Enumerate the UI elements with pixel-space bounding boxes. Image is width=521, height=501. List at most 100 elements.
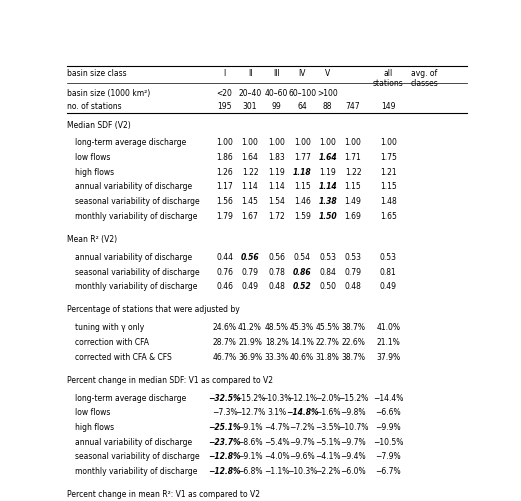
Text: −8.6%: −8.6% [237,437,263,446]
Text: 1.22: 1.22 [345,167,362,176]
Text: correction with CFA: correction with CFA [75,337,149,346]
Text: 0.56: 0.56 [241,253,259,262]
Text: −32.5%: −32.5% [208,393,241,402]
Text: 41.2%: 41.2% [238,323,262,332]
Text: −7.2%: −7.2% [289,422,315,431]
Text: avg. of: avg. of [412,69,438,78]
Text: monthly variability of discharge: monthly variability of discharge [75,282,197,291]
Text: −23.7%: −23.7% [208,437,241,446]
Text: 64: 64 [297,102,307,111]
Text: −14.8%: −14.8% [286,407,318,416]
Text: 1.79: 1.79 [216,211,233,220]
Text: 195: 195 [217,102,232,111]
Text: 31.8%: 31.8% [316,352,340,361]
Text: 747: 747 [346,102,361,111]
Text: −3.5%: −3.5% [315,422,340,431]
Text: 20–40: 20–40 [239,89,262,98]
Text: 40.6%: 40.6% [290,352,314,361]
Text: 1.77: 1.77 [294,153,311,162]
Text: −6.8%: −6.8% [237,466,263,475]
Text: 1.56: 1.56 [216,197,233,206]
Text: IV: IV [299,69,306,78]
Text: low flows: low flows [75,407,110,416]
Text: −4.0%: −4.0% [264,451,290,460]
Text: −9.7%: −9.7% [340,437,366,446]
Text: −2.2%: −2.2% [315,466,340,475]
Text: −9.4%: −9.4% [340,451,366,460]
Text: 1.14: 1.14 [268,182,285,191]
Text: 21.1%: 21.1% [376,337,400,346]
Text: 1.71: 1.71 [345,153,362,162]
Text: 1.00: 1.00 [242,138,258,147]
Text: 0.81: 0.81 [380,267,396,276]
Text: 1.14: 1.14 [318,182,337,191]
Text: 0.86: 0.86 [293,267,312,276]
Text: 22.7%: 22.7% [316,337,340,346]
Text: seasonal variability of discharge: seasonal variability of discharge [75,451,200,460]
Text: 1.22: 1.22 [242,167,258,176]
Text: 0.49: 0.49 [242,282,258,291]
Text: −15.2%: −15.2% [338,393,368,402]
Text: −9.9%: −9.9% [375,422,401,431]
Text: 1.46: 1.46 [294,197,311,206]
Text: 1.38: 1.38 [318,197,337,206]
Text: low flows: low flows [75,153,110,162]
Text: 41.0%: 41.0% [376,323,400,332]
Text: 1.64: 1.64 [242,153,258,162]
Text: −4.7%: −4.7% [264,422,290,431]
Text: 1.14: 1.14 [242,182,258,191]
Text: −10.3%: −10.3% [287,466,317,475]
Text: 1.19: 1.19 [268,167,285,176]
Text: 0.84: 0.84 [319,267,336,276]
Text: 1.54: 1.54 [268,197,285,206]
Text: 149: 149 [381,102,395,111]
Text: II: II [248,69,252,78]
Text: 48.5%: 48.5% [265,323,289,332]
Text: 1.83: 1.83 [268,153,285,162]
Text: seasonal variability of discharge: seasonal variability of discharge [75,267,200,276]
Text: monthly variability of discharge: monthly variability of discharge [75,466,197,475]
Text: annual variability of discharge: annual variability of discharge [75,437,192,446]
Text: 0.50: 0.50 [319,282,336,291]
Text: classes: classes [411,79,438,88]
Text: 1.00: 1.00 [268,138,285,147]
Text: 1.75: 1.75 [380,153,396,162]
Text: 38.7%: 38.7% [341,352,365,361]
Text: 1.17: 1.17 [216,182,233,191]
Text: 33.3%: 33.3% [265,352,289,361]
Text: −9.1%: −9.1% [237,422,263,431]
Text: −7.3%: −7.3% [212,407,238,416]
Text: 1.19: 1.19 [319,167,336,176]
Text: 1.72: 1.72 [268,211,285,220]
Text: long-term average discharge: long-term average discharge [75,393,187,402]
Text: 46.7%: 46.7% [213,352,237,361]
Text: 14.1%: 14.1% [290,337,314,346]
Text: 1.00: 1.00 [344,138,362,147]
Text: 0.48: 0.48 [268,282,285,291]
Text: 45.3%: 45.3% [290,323,314,332]
Text: 38.7%: 38.7% [341,323,365,332]
Text: 3.1%: 3.1% [267,407,286,416]
Text: −9.1%: −9.1% [237,451,263,460]
Text: −10.7%: −10.7% [338,422,368,431]
Text: all: all [383,69,393,78]
Text: −6.0%: −6.0% [340,466,366,475]
Text: −7.9%: −7.9% [375,451,401,460]
Text: −4.1%: −4.1% [315,451,340,460]
Text: −10.5%: −10.5% [373,437,403,446]
Text: 1.86: 1.86 [216,153,233,162]
Text: 37.9%: 37.9% [376,352,400,361]
Text: 1.18: 1.18 [293,167,312,176]
Text: −25.1%: −25.1% [208,422,241,431]
Text: 1.45: 1.45 [242,197,258,206]
Text: 0.78: 0.78 [268,267,285,276]
Text: seasonal variability of discharge: seasonal variability of discharge [75,197,200,206]
Text: −1.6%: −1.6% [315,407,340,416]
Text: 45.5%: 45.5% [316,323,340,332]
Text: 18.2%: 18.2% [265,337,289,346]
Text: 0.54: 0.54 [294,253,311,262]
Text: −9.6%: −9.6% [289,451,315,460]
Text: 1.15: 1.15 [294,182,311,191]
Text: <20: <20 [217,89,232,98]
Text: 0.79: 0.79 [344,267,362,276]
